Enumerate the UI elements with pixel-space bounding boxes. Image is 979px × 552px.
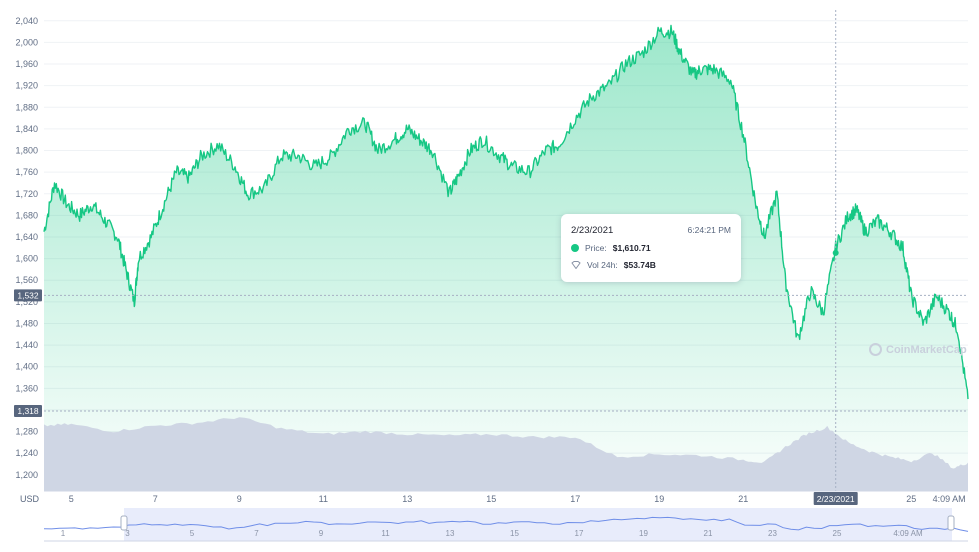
tooltip-volume-value: $53.74B xyxy=(623,260,656,270)
navigator-tick-label: 25 xyxy=(833,529,842,538)
navigator-tick-label: 15 xyxy=(510,529,519,538)
navigator-tick-label: 13 xyxy=(446,529,455,538)
y-tick-label: 2,040 xyxy=(15,16,38,26)
navigator-tick-label: 3 xyxy=(125,529,130,538)
x-tick-label: 5 xyxy=(69,494,74,504)
navigator-tick-label: 9 xyxy=(319,529,324,538)
navigator-tick-label: 11 xyxy=(381,529,390,538)
x-tick-label: 21 xyxy=(738,494,748,504)
price-line xyxy=(43,24,969,400)
watermark: CoinMarketCap xyxy=(869,343,967,356)
y-tick-label: 1,840 xyxy=(15,124,38,134)
x-tick-label: 9 xyxy=(237,494,242,504)
y-tick-label: 1,240 xyxy=(15,448,38,458)
y-tick-label: 1,440 xyxy=(15,340,38,350)
y-marker-labels: 1,532 1,318 xyxy=(14,289,42,418)
y-tick-label: 1,960 xyxy=(15,59,38,69)
range-navigator[interactable]: 1 3 5 7 9 11 13 15 17 19 21 23 25 4:09 AM xyxy=(43,508,969,542)
x-axis: 5 7 9 11 13 15 17 19 21 25 4:09 AM xyxy=(44,490,968,504)
volume-area xyxy=(44,417,968,491)
y-tick-label: 1,800 xyxy=(15,146,38,156)
crosshair-x-text: 2/23/2021 xyxy=(817,494,855,504)
y-tick-label: 1,760 xyxy=(15,167,38,177)
tooltip-volume-row: Vol 24h: $53.74B xyxy=(571,260,656,270)
navigator-handle xyxy=(120,515,128,531)
y-marker-text: 1,318 xyxy=(17,406,39,416)
y-tick-label: 1,680 xyxy=(15,210,38,220)
y-tick-label: 1,600 xyxy=(15,254,38,264)
navigator-tick-label: 19 xyxy=(639,529,648,538)
x-tick-label: 25 xyxy=(906,494,916,504)
price-area xyxy=(44,25,968,492)
y-tick-label: 1,880 xyxy=(15,102,38,112)
navigator-tick-label: 4:09 AM xyxy=(893,529,923,538)
x-tick-label: 4:09 AM xyxy=(933,494,966,504)
y-tick-label: 2,000 xyxy=(15,37,38,47)
navigator-tick-label: 7 xyxy=(254,529,259,538)
tooltip-price-row: Price: $1,610.71 xyxy=(571,243,651,253)
tooltip-date: 2/23/2021 xyxy=(571,225,614,236)
y-tick-label: 1,520 xyxy=(15,297,38,307)
y-tick-label: 1,360 xyxy=(15,383,38,393)
y-tick-label: 1,560 xyxy=(15,275,38,285)
x-tick-label: 7 xyxy=(153,494,158,504)
y-marker-text: 1,532 xyxy=(17,290,39,300)
tooltip-time: 6:24:21 PM xyxy=(687,225,731,235)
currency-label: USD xyxy=(20,494,40,504)
x-tick-label: 13 xyxy=(402,494,412,504)
hover-point xyxy=(832,249,839,256)
y-marker-badge xyxy=(14,289,42,302)
y-tick-label: 1,200 xyxy=(15,470,38,480)
volume-diamond-icon xyxy=(571,261,581,269)
crosshair-x-badge xyxy=(813,492,858,505)
y-tick-label: 1,400 xyxy=(15,362,38,372)
y-tick-label: 1,720 xyxy=(15,189,38,199)
tooltip-price-value: $1,610.71 xyxy=(612,243,651,253)
navigator-tick-label: 23 xyxy=(768,529,777,538)
y-tick-label: 1,280 xyxy=(15,427,38,437)
navigator-selection xyxy=(124,508,952,541)
tooltip-price-label: Price: xyxy=(585,243,607,253)
navigator-line xyxy=(43,516,969,532)
navigator-tick-label: 1 xyxy=(61,529,66,538)
x-tick-label: 15 xyxy=(486,494,496,504)
navigator-handle xyxy=(947,515,955,531)
price-dot-icon xyxy=(571,244,579,252)
navigator-tick-label: 21 xyxy=(704,529,713,538)
navigator-tick-label: 5 xyxy=(190,529,195,538)
y-marker-badge xyxy=(14,405,42,418)
crosshair-x-label: 2/23/2021 xyxy=(813,492,858,505)
coinmarketcap-logo-icon xyxy=(869,343,882,356)
x-tick-label: 19 xyxy=(654,494,664,504)
navigator-tick-label: 17 xyxy=(575,529,584,538)
y-tick-label: 1,640 xyxy=(15,232,38,242)
x-tick-label: 17 xyxy=(570,494,580,504)
y-tick-label: 1,480 xyxy=(15,318,38,328)
y-axis: 2,040 2,000 1,960 1,920 1,880 1,840 1,800 1,760… xyxy=(15,16,38,480)
x-tick-label: 11 xyxy=(319,494,328,504)
watermark-text: CoinMarketCap xyxy=(886,343,967,356)
tooltip-volume-label: Vol 24h: xyxy=(587,260,618,270)
y-tick-label: 1,920 xyxy=(15,81,38,91)
tooltip: 2/23/2021 6:24:21 PM Price: $1,610.71 Vo… xyxy=(561,214,741,282)
